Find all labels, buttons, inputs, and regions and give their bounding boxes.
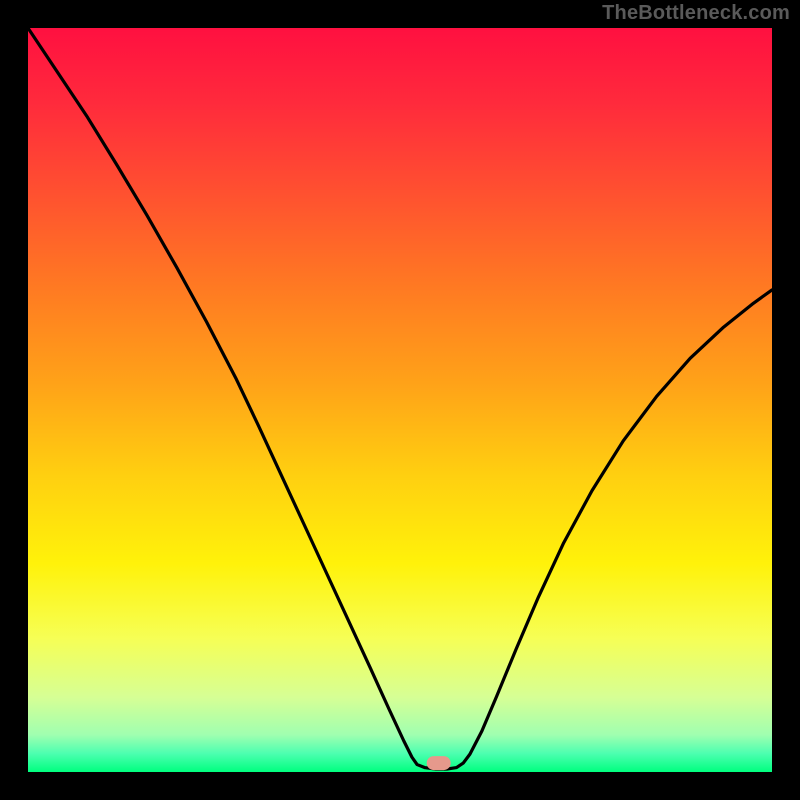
watermark-text: TheBottleneck.com [602,2,790,25]
plot-background [28,28,772,772]
optimum-marker [427,756,451,770]
bottleneck-chart [0,0,800,800]
chart-stage: TheBottleneck.com [0,0,800,800]
